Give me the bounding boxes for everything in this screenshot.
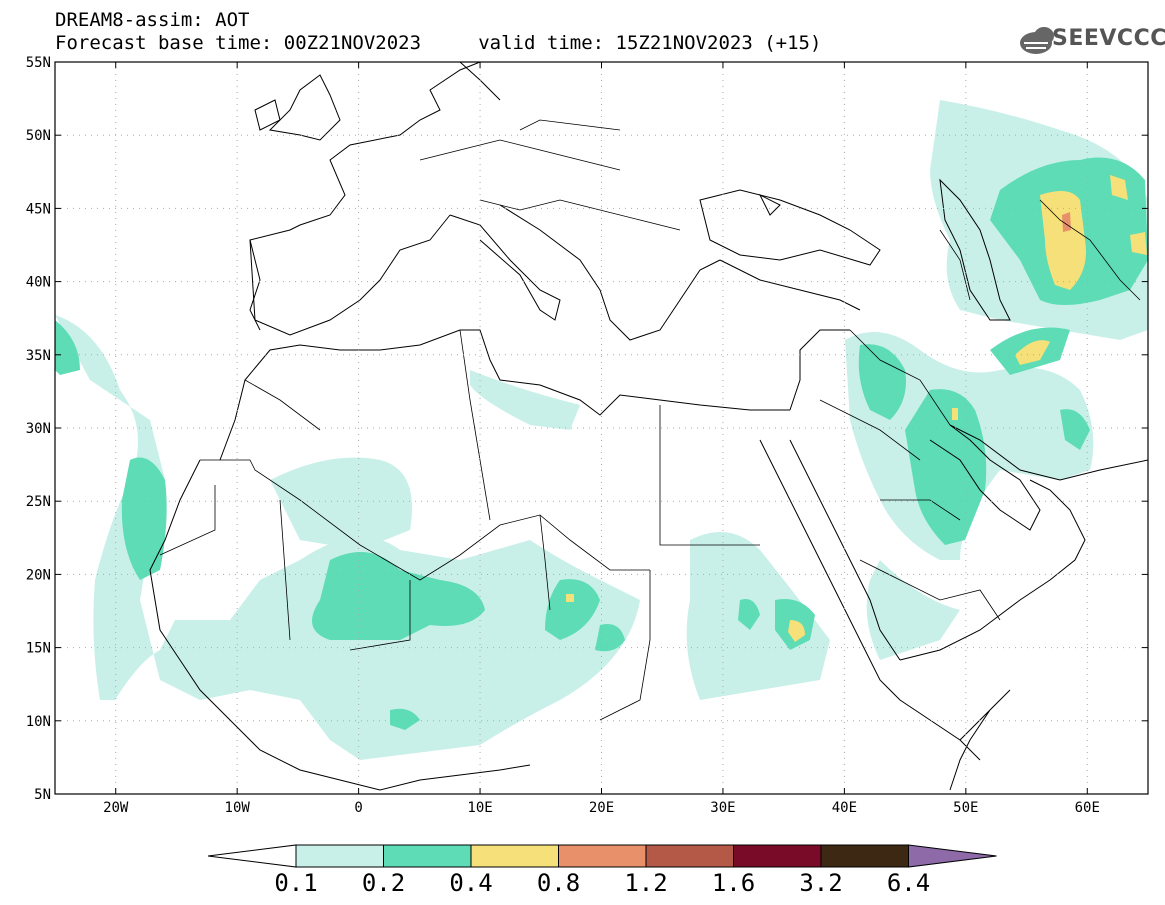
aot-area-sudan-high	[788, 620, 805, 642]
colorbar-level-label: 0.8	[536, 869, 581, 897]
coast-west-africa	[149, 459, 531, 791]
colorbar-level-label: 3.2	[799, 869, 843, 897]
colorbar-level-label: 1.2	[624, 869, 668, 897]
colorbar-segment	[295, 844, 384, 868]
aot-area-sahara	[270, 457, 412, 550]
coastlines	[149, 62, 1148, 791]
colorbar	[207, 844, 997, 868]
aot-area-sudan-west	[738, 599, 760, 630]
colorbar-level-label: 1.6	[711, 869, 756, 897]
forecast-title: DREAM8-assim: AOT	[55, 9, 250, 31]
coast-turkey	[719, 259, 861, 311]
coast-uk	[268, 74, 341, 141]
cloud-logo-icon	[1020, 27, 1054, 54]
lat-tick-label: 40N	[26, 275, 51, 291]
coast-arabia-south	[899, 479, 1086, 661]
lat-tick-label: 10N	[26, 714, 51, 730]
colorbar-level-label: 0.1	[274, 869, 318, 897]
lat-tick-label: 50N	[26, 128, 51, 144]
lat-tick-label: 20N	[26, 567, 51, 583]
aot-area-arabia-south	[866, 560, 960, 660]
colorbar-level-label: 0.4	[449, 869, 493, 897]
coast-north-africa	[219, 329, 790, 461]
aot-area-chad	[545, 579, 600, 640]
colorbar-under-arrow	[207, 844, 297, 868]
borders	[159, 119, 1141, 721]
lon-tick-label: 40E	[832, 800, 857, 816]
lon-axis: 20W 10W 0 10E 20E 30E 40E 50E 60E	[103, 62, 1100, 816]
lat-axis: 55N 50N 45N 40N 35N 30N 25N 20N 15N 10N 5N	[26, 55, 1148, 803]
colorbar-over-arrow	[908, 844, 997, 868]
aot-area-western-sahara	[121, 457, 167, 580]
lat-tick-label: 15N	[26, 641, 51, 657]
lon-tick-label: 20E	[589, 800, 614, 816]
lat-tick-label: 45N	[26, 201, 51, 217]
aot-area-iran-east	[1060, 409, 1090, 450]
aot-area-nigeria	[390, 708, 420, 730]
forecast-time-info: Forecast base time: 00Z21NOV2023 valid t…	[55, 32, 822, 54]
coast-horn-africa	[949, 689, 1011, 791]
colorbar-segment	[820, 844, 909, 868]
lon-tick-label: 30E	[710, 800, 735, 816]
coast-italy	[449, 214, 561, 321]
aot-area-morocco-coast	[55, 320, 80, 375]
aot-area-iraq	[858, 344, 906, 420]
aot-area-kazakh-south	[1130, 232, 1147, 255]
lat-tick-label: 35N	[26, 348, 51, 364]
coast-levant	[789, 329, 850, 411]
aot-area-aral-high	[1040, 191, 1086, 290]
aot-area-atlantic-coast	[55, 315, 640, 760]
colorbar-segment	[383, 844, 472, 868]
coast-iberia	[249, 214, 451, 336]
coast-europe-west	[249, 62, 481, 331]
colorbar-level-label: 6.4	[886, 869, 931, 897]
lat-tick-label: 30N	[26, 421, 51, 437]
coast-crimea	[758, 193, 781, 216]
lat-tick-label: 25N	[26, 494, 51, 510]
coast-black-sea	[699, 189, 881, 266]
lon-tick-label: 60E	[1075, 800, 1100, 816]
colorbar-segment	[645, 844, 734, 868]
coast-persian-gulf	[929, 424, 1041, 531]
aot-area-libya-coast	[470, 370, 580, 430]
logo-text: SEEVCCC	[1052, 26, 1165, 51]
lat-tick-label: 5N	[34, 787, 51, 803]
colorbar-segment	[470, 844, 559, 868]
lon-tick-label: 10E	[467, 800, 492, 816]
aot-area-iran-high	[1015, 340, 1050, 365]
aot-area-kazakh-east	[1110, 175, 1128, 200]
lon-tick-label: 50E	[953, 800, 978, 816]
colorbar-level-label: 0.2	[361, 869, 406, 897]
lat-tick-label: 55N	[26, 55, 51, 71]
coast-red-sea-west	[759, 439, 981, 761]
aot-area-chad-high	[566, 594, 574, 602]
lon-tick-label: 10W	[225, 800, 251, 816]
colorbar-segment	[558, 844, 647, 868]
aot-area-chad-south	[595, 624, 625, 652]
coast-iran	[949, 424, 1148, 481]
aot-area-gulf-high	[952, 408, 958, 420]
coast-red-sea-east	[789, 439, 901, 661]
coast-ireland	[254, 99, 281, 131]
lon-tick-label: 0	[354, 800, 362, 816]
aot-field	[55, 100, 1148, 760]
coast-balkans	[499, 204, 721, 341]
lon-tick-label: 20W	[103, 800, 129, 816]
coast-caspian	[939, 178, 1011, 321]
aot-area-aral-peak	[1062, 212, 1071, 232]
colorbar-segment	[733, 844, 822, 868]
